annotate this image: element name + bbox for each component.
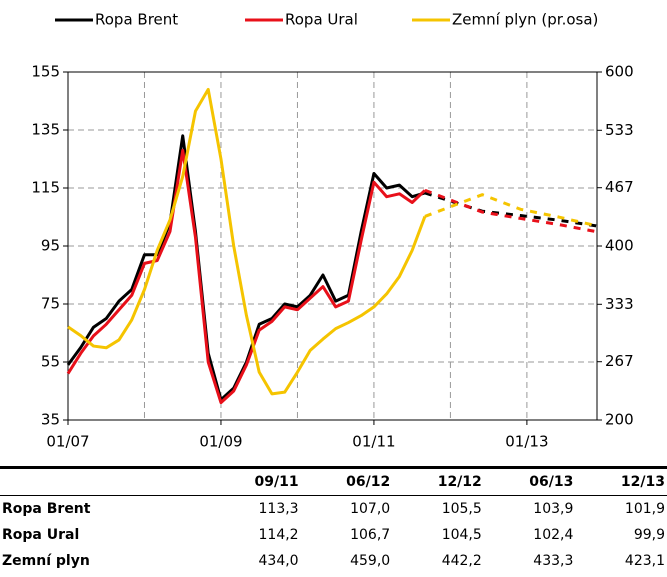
y-tick-label: 135 bbox=[31, 121, 60, 139]
table-cell: 105,5 bbox=[441, 501, 482, 517]
table-header: 09/11 06/12 12/12 06/13 12/13 bbox=[0, 466, 667, 496]
table-cell: 423,1 bbox=[624, 553, 665, 569]
table-row: Zemní plyn 434,0 459,0 442,2 433,3 423,1 bbox=[0, 548, 667, 574]
series-line bbox=[67, 87, 427, 396]
table-cell: Ropa Brent bbox=[2, 501, 91, 517]
x-tick-label: 01/09 bbox=[199, 433, 242, 451]
table-row: Ropa Brent 113,3 107,0 105,5 103,9 101,9 bbox=[0, 496, 667, 523]
table-cell: 104,5 bbox=[441, 527, 482, 543]
legend-label: Ropa Brent bbox=[95, 11, 178, 29]
legend-label: Ropa Ural bbox=[285, 11, 358, 29]
table-cell: 107,0 bbox=[350, 501, 391, 517]
y2-tick-label: 200 bbox=[605, 411, 634, 429]
forecast-table: 09/11 06/12 12/12 06/13 12/13 Ropa Brent 113,… bbox=[0, 466, 667, 574]
series-line bbox=[66, 134, 426, 402]
legend-label: Zemní plyn (pr.osa) bbox=[452, 11, 598, 29]
table-cell: Ropa Ural bbox=[2, 527, 80, 543]
table-cell: 12/13 bbox=[575, 466, 667, 496]
table-cell: 102,4 bbox=[533, 527, 574, 543]
y-tick-label: 55 bbox=[41, 353, 60, 371]
table-cell: 99,9 bbox=[633, 527, 665, 543]
table-cell: 103,9 bbox=[533, 501, 574, 517]
forecast-line bbox=[424, 193, 598, 228]
chart: 35 55 75 95 115 135 155 200 267 333 400 467 533 600 01… bbox=[31, 11, 634, 451]
table-cell: 459,0 bbox=[350, 553, 391, 569]
x-tick-label: 01/07 bbox=[46, 433, 89, 451]
y-tick-label: 35 bbox=[41, 411, 60, 429]
table-cell: 106,7 bbox=[350, 527, 391, 543]
table-cell: 114,2 bbox=[258, 527, 299, 543]
y-tick-label: 155 bbox=[31, 63, 60, 81]
forecast-line bbox=[424, 188, 598, 234]
table-cell: 434,0 bbox=[258, 553, 299, 569]
header-cell bbox=[0, 466, 209, 496]
table-cell: 12/12 bbox=[392, 466, 484, 496]
table-cell: 06/13 bbox=[483, 466, 576, 496]
table-cell: 09/11 bbox=[209, 466, 301, 496]
x-tick-label: 01/11 bbox=[352, 433, 395, 451]
y-tick-label: 115 bbox=[31, 179, 60, 197]
series-line bbox=[66, 148, 426, 405]
x-tick-label: 01/13 bbox=[505, 433, 548, 451]
y2-tick-label: 600 bbox=[605, 63, 634, 81]
table-cell: 113,3 bbox=[258, 501, 299, 517]
table-cell: Zemní plyn bbox=[2, 553, 90, 569]
y-tick-label: 95 bbox=[41, 237, 60, 255]
y2-tick-label: 467 bbox=[605, 178, 634, 196]
y2-tick-label: 400 bbox=[605, 237, 634, 255]
table-cell: 06/12 bbox=[300, 466, 393, 496]
y2-tick-label: 267 bbox=[605, 352, 634, 370]
y2-tick-label: 533 bbox=[605, 121, 634, 139]
table-cell: 101,9 bbox=[624, 501, 665, 517]
y2-tick-label: 333 bbox=[605, 295, 634, 313]
forecast-line bbox=[424, 191, 598, 228]
table-cell: 442,2 bbox=[441, 553, 482, 569]
y-tick-label: 75 bbox=[41, 295, 60, 313]
table-row: Ropa Ural 114,2 106,7 104,5 102,4 99,9 bbox=[0, 522, 667, 548]
table-cell: 433,3 bbox=[533, 553, 574, 569]
